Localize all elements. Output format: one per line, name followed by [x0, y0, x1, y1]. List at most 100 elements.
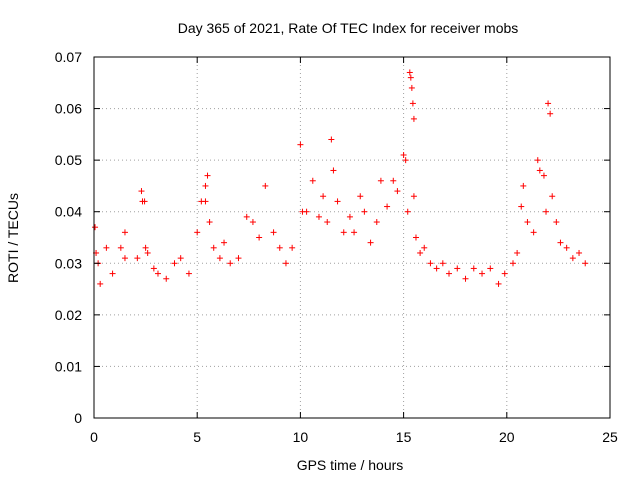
data-point — [357, 193, 364, 200]
data-point — [171, 260, 178, 267]
data-point — [406, 69, 413, 76]
data-point — [576, 249, 583, 256]
data-point — [97, 280, 104, 287]
data-point — [320, 193, 327, 200]
data-point — [185, 270, 192, 277]
data-point — [470, 265, 477, 272]
data-point — [262, 182, 269, 189]
data-point — [324, 219, 331, 226]
data-point — [103, 244, 110, 251]
data-point — [534, 157, 541, 164]
data-point — [117, 244, 124, 251]
data-point — [547, 110, 554, 117]
data-point — [216, 255, 223, 262]
data-point — [303, 208, 310, 215]
y-tick-label: 0.04 — [55, 204, 82, 220]
data-point — [163, 275, 170, 282]
data-point — [495, 280, 502, 287]
data-point — [462, 275, 469, 282]
data-point — [518, 203, 525, 210]
data-point — [501, 270, 508, 277]
x-tick-label: 10 — [293, 429, 309, 445]
data-point — [328, 136, 335, 143]
data-point — [194, 229, 201, 236]
data-point — [417, 249, 424, 256]
data-point — [569, 255, 576, 262]
data-point — [351, 229, 358, 236]
data-point — [377, 177, 384, 184]
data-point — [545, 100, 552, 107]
data-point — [454, 265, 461, 272]
data-point — [221, 239, 228, 246]
data-points — [92, 69, 589, 287]
data-point — [141, 198, 148, 205]
data-point — [446, 270, 453, 277]
y-tick-label: 0.02 — [55, 307, 82, 323]
data-point — [177, 255, 184, 262]
y-tick-label: 0.01 — [55, 358, 82, 374]
x-axis-label: GPS time / hours — [297, 457, 404, 473]
data-point — [249, 219, 256, 226]
x-tick-label: 15 — [396, 429, 412, 445]
data-point — [520, 182, 527, 189]
data-point — [276, 244, 283, 251]
data-point — [479, 270, 486, 277]
data-point — [346, 213, 353, 220]
y-tick-label: 0.07 — [55, 49, 82, 65]
y-tick-label: 0.05 — [55, 152, 82, 168]
data-point — [202, 198, 209, 205]
data-point — [536, 167, 543, 174]
data-point — [404, 208, 411, 215]
data-point — [514, 249, 521, 256]
grid — [94, 57, 610, 418]
y-tick-label: 0.06 — [55, 101, 82, 117]
data-point — [530, 229, 537, 236]
data-point — [121, 229, 128, 236]
data-point — [150, 265, 157, 272]
data-point — [384, 203, 391, 210]
data-point — [487, 265, 494, 272]
data-point — [553, 219, 560, 226]
data-point — [543, 208, 550, 215]
chart-title: Day 365 of 2021, Rate Of TEC Index for r… — [178, 20, 519, 36]
data-point — [524, 219, 531, 226]
data-point — [367, 239, 374, 246]
data-point — [235, 255, 242, 262]
data-point — [134, 255, 141, 262]
data-point — [340, 229, 347, 236]
data-point — [154, 270, 161, 277]
x-tick-labels: 0 5 10 15 20 25 — [90, 429, 618, 445]
data-point — [334, 198, 341, 205]
data-point — [138, 188, 145, 195]
data-point — [394, 188, 401, 195]
data-point — [407, 74, 414, 81]
data-point — [92, 224, 99, 231]
data-point — [142, 244, 149, 251]
x-tick-label: 5 — [193, 429, 201, 445]
data-point — [227, 260, 234, 267]
data-point — [421, 244, 428, 251]
data-point — [121, 255, 128, 262]
data-point — [409, 100, 416, 107]
data-point — [210, 244, 217, 251]
data-point — [557, 239, 564, 246]
data-point — [330, 167, 337, 174]
data-point — [256, 234, 263, 241]
data-point — [309, 177, 316, 184]
y-tick-labels: 0 0.01 0.02 0.03 0.04 0.05 0.06 0.07 — [55, 49, 82, 426]
axis-ticks — [93, 56, 611, 419]
data-point — [408, 84, 415, 91]
data-point — [563, 244, 570, 251]
data-point — [243, 213, 250, 220]
data-point — [439, 260, 446, 267]
data-point — [410, 115, 417, 122]
data-point — [289, 244, 296, 251]
data-point — [412, 234, 419, 241]
y-tick-label: 0.03 — [55, 255, 82, 271]
data-point — [540, 172, 547, 179]
data-point — [315, 213, 322, 220]
y-axis-label: ROTI / TECUs — [5, 193, 21, 283]
data-point — [206, 219, 213, 226]
plot-frame — [93, 56, 611, 419]
